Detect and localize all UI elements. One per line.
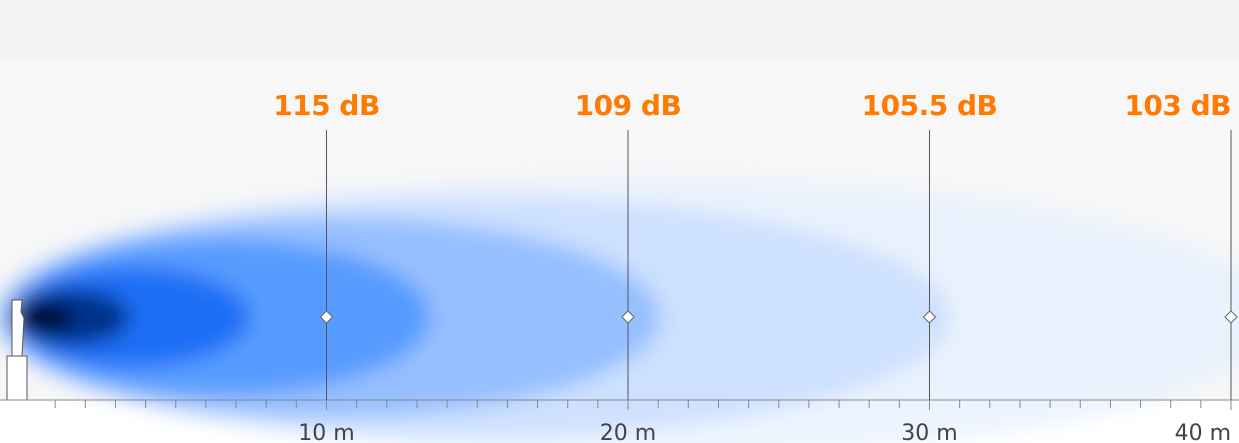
marker-group: 115 dB 109 dB 105.5 dB 103 dB — [273, 89, 1238, 400]
marker-point — [1224, 310, 1238, 324]
level-label: 105.5 dB — [862, 89, 998, 122]
distance-label: 40 m — [1175, 421, 1231, 443]
marker-point — [621, 310, 635, 324]
distance-label: 30 m — [901, 421, 957, 443]
marker-point — [922, 310, 937, 324]
header-strip — [0, 0, 1239, 58]
level-label: 103 dB — [1124, 89, 1231, 122]
level-label: 115 dB — [273, 89, 380, 122]
marker-point — [319, 310, 334, 324]
level-label: 109 dB — [575, 89, 682, 122]
distance-label: 10 m — [298, 421, 354, 443]
distance-axis: 10 m 20 m 30 m 40 m — [0, 399, 1239, 443]
distance-label: 20 m — [600, 421, 656, 443]
